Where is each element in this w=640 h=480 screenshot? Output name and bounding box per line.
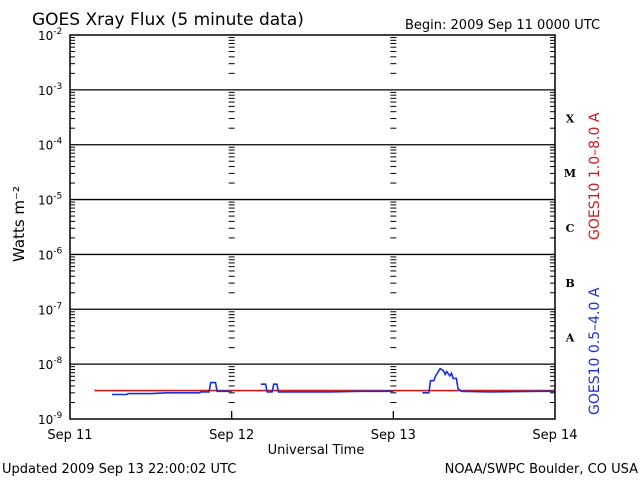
y-axis-ticks: 10-2 10-3 10-4 10-5 10-6 10-7 10-8 10-9 <box>38 27 555 427</box>
series-short-line <box>260 383 394 393</box>
y-axis-label: Watts m⁻² <box>10 186 28 262</box>
updated-timestamp: Updated 2009 Sep 13 22:00:02 UTC <box>2 462 236 477</box>
series-short-line <box>112 381 232 396</box>
y-tick-label: 10-6 <box>38 246 63 262</box>
y-tick-label: 10-9 <box>38 411 63 427</box>
series-short-line <box>422 367 555 394</box>
data-series <box>94 367 555 396</box>
x-axis-label: Universal Time <box>268 443 365 458</box>
x-tick-label: Sep 12 <box>209 428 254 443</box>
x-tick-label: Sep 13 <box>371 428 416 443</box>
y-tick-label: 10-7 <box>38 301 62 317</box>
flare-class-a: A <box>565 332 575 345</box>
grid-lines <box>70 89 555 365</box>
x-tick-label: Sep 14 <box>532 428 577 443</box>
y-tick-label: 10-3 <box>38 82 62 98</box>
x-axis-ticks: Sep 11 Sep 12 Sep 13 Sep 14 <box>47 37 578 443</box>
flare-class-b: B <box>565 277 574 290</box>
legend-short-channel: GOES10 0.5–4.0 A <box>587 287 603 415</box>
flare-class-labels: X M C B A <box>564 112 576 344</box>
begin-time: Begin: 2009 Sep 11 0000 UTC <box>405 18 600 33</box>
plot-frame <box>69 34 556 420</box>
flare-class-m: M <box>564 167 576 180</box>
flare-class-x: X <box>566 112 575 125</box>
y-tick-label: 10-5 <box>38 192 62 208</box>
flare-class-c: C <box>566 222 575 235</box>
legend-long-channel: GOES10 1.0–8.0 A <box>587 112 603 240</box>
y-tick-label: 10-4 <box>38 137 63 153</box>
chart-title: GOES Xray Flux (5 minute data) <box>32 10 304 30</box>
y-tick-label: 10-2 <box>38 27 62 43</box>
y-tick-label: 10-8 <box>38 356 63 372</box>
x-tick-label: Sep 11 <box>47 428 92 443</box>
noaa-credit: NOAA/SWPC Boulder, CO USA <box>445 462 638 477</box>
